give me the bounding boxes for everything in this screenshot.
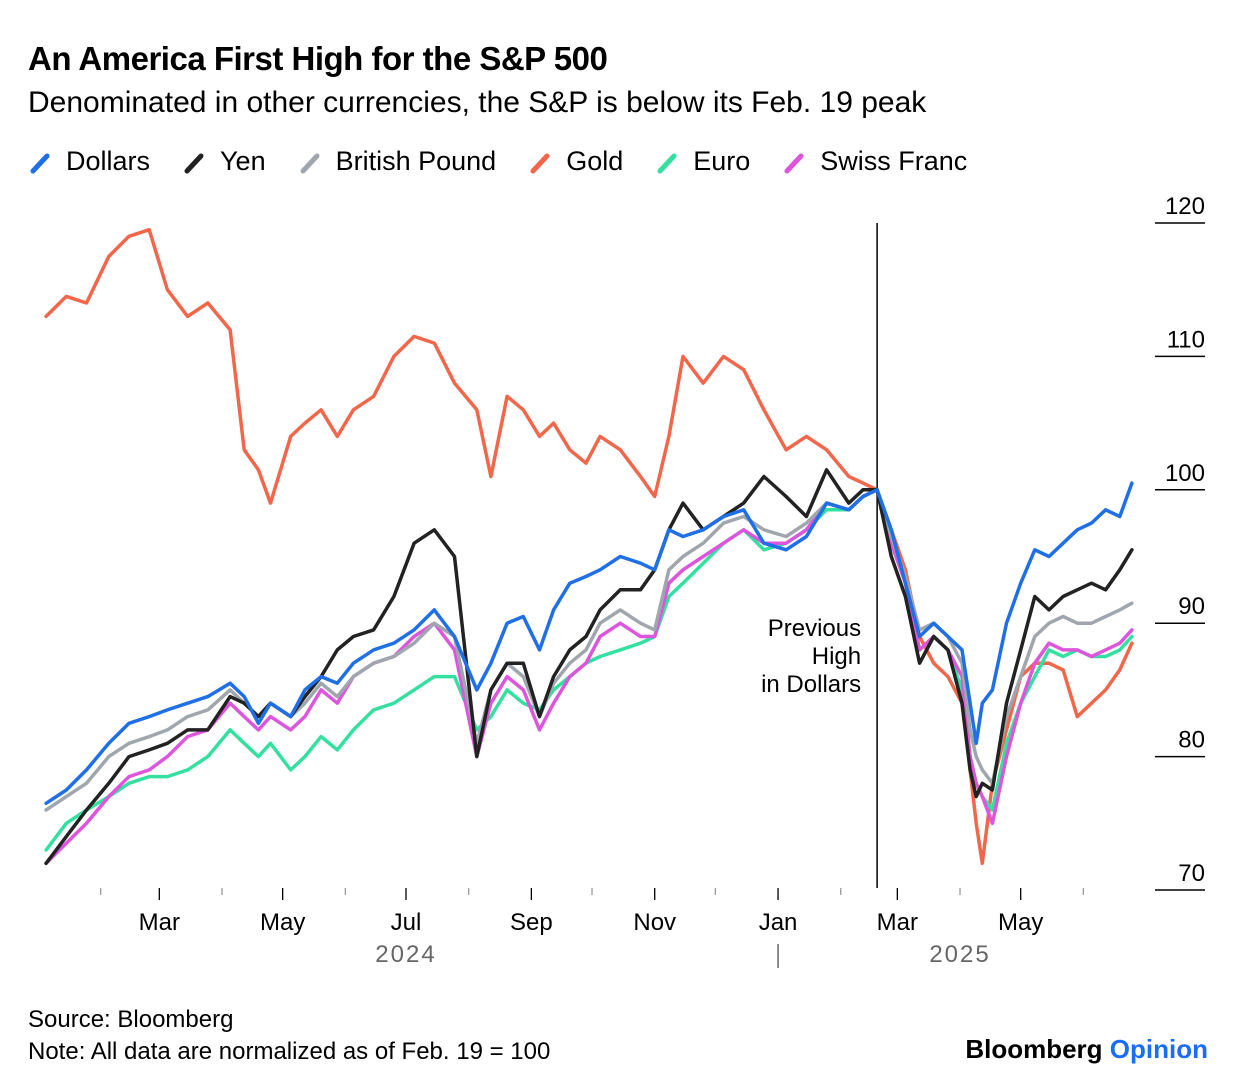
x-tick-label: Nov	[633, 909, 676, 936]
x-tick-label: Jul	[391, 909, 422, 936]
source-text: Source: Bloomberg	[28, 1006, 234, 1033]
legend-label: Gold	[566, 146, 624, 176]
chart-subtitle: Denominated in other currencies, the S&P…	[28, 86, 927, 119]
year-label: 2025	[929, 941, 990, 968]
y-tick-label: 110	[1167, 326, 1205, 353]
x-tick-label: Mar	[139, 909, 180, 936]
legend: Dollars Yen British Pound Gold Euro Swis…	[28, 146, 999, 177]
slash-swatch-icon	[528, 148, 556, 176]
slash-swatch-icon	[28, 148, 56, 176]
chart-title: An America First High for the S&P 500	[28, 40, 608, 77]
y-tick-label: 90	[1178, 593, 1205, 620]
slash-swatch-icon	[182, 148, 210, 176]
annotation-text: Previous	[768, 615, 861, 642]
y-tick-label: 120	[1165, 193, 1205, 220]
legend-label: Euro	[693, 146, 751, 176]
legend-label: British Pound	[335, 146, 497, 176]
series-line-yen	[44, 468, 1134, 866]
legend-item-yen: Yen	[182, 146, 266, 177]
legend-item-swiss-franc: Swiss Franc	[782, 146, 967, 177]
x-tick-label: Mar	[877, 909, 918, 936]
legend-item-dollars: Dollars	[28, 146, 150, 177]
brand-accent: Opinion	[1109, 1034, 1208, 1064]
legend-item-british-pound: British Pound	[298, 146, 497, 177]
legend-label: Swiss Franc	[820, 146, 968, 176]
annotation-text: in Dollars	[761, 671, 861, 698]
y-tick-label: 80	[1178, 727, 1205, 754]
x-tick-label: May	[998, 909, 1043, 936]
legend-item-gold: Gold	[528, 146, 623, 177]
series-line-gold	[44, 227, 1134, 866]
y-tick-label: 70	[1178, 860, 1205, 887]
x-tick-label: May	[260, 909, 305, 936]
series-line-euro	[44, 488, 1134, 852]
brand-logo: Bloomberg Opinion	[965, 1034, 1208, 1065]
y-tick-label: 100	[1165, 460, 1205, 487]
year-label: 2024	[375, 941, 436, 968]
annotation-text: High	[812, 643, 861, 670]
line-chart: 120 110 100 90 80 70 Mar May Jul Sep Nov Jan Mar May 2…	[44, 193, 1205, 968]
series-line-swiss-franc	[44, 488, 1134, 866]
slash-swatch-icon	[298, 148, 326, 176]
legend-label: Yen	[220, 146, 266, 176]
brand-name: Bloomberg	[965, 1034, 1103, 1064]
slash-swatch-icon	[655, 148, 683, 176]
series-line-dollars	[44, 481, 1134, 806]
x-tick-label: Jan	[759, 909, 798, 936]
legend-item-euro: Euro	[655, 146, 750, 177]
note-text: Note: All data are normalized as of Feb.…	[28, 1038, 551, 1065]
slash-swatch-icon	[782, 148, 810, 176]
legend-label: Dollars	[66, 146, 151, 176]
x-tick-label: Sep	[510, 909, 553, 936]
